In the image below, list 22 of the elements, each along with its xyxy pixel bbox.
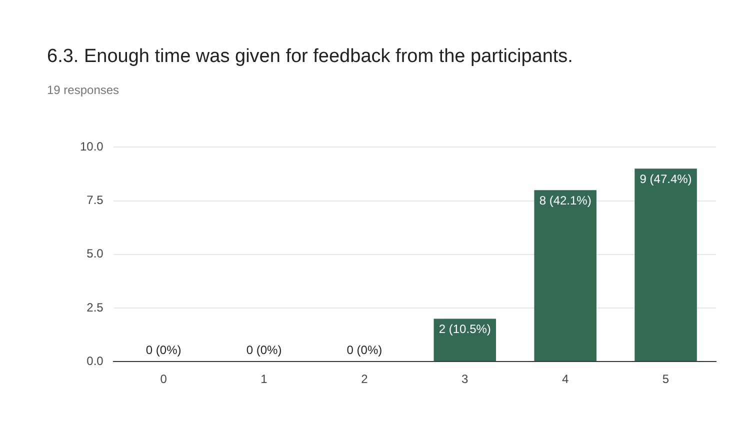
x-tick-label: 4: [562, 372, 569, 386]
data-label: 9 (47.4%): [640, 172, 692, 186]
bar: [534, 190, 596, 362]
chart-subtitle: 19 responses: [47, 83, 120, 97]
bar: [634, 168, 697, 362]
data-label: 2 (10.5%): [438, 322, 491, 336]
y-tick-label: 5.0: [86, 246, 104, 261]
y-tick-label: 7.5: [86, 193, 104, 208]
chart-title: 6.3. Enough time was given for feedback from the participants.: [47, 46, 573, 68]
data-label: 0 (0%): [346, 342, 382, 357]
data-label: 8 (42.1%): [539, 193, 592, 208]
y-tick-label: 0.0: [86, 354, 104, 368]
x-tick-label: 5: [662, 372, 670, 386]
x-tick-label: 1: [260, 372, 268, 386]
x-tick-label: 0: [160, 372, 168, 386]
x-tick-label: 2: [361, 372, 368, 386]
x-tick-label: 3: [462, 372, 469, 386]
data-label: 0 (0%): [146, 342, 182, 357]
bar: [434, 318, 496, 362]
y-tick-label: 10.0: [80, 140, 104, 154]
y-tick-label: 2.5: [86, 300, 104, 314]
data-label: 0 (0%): [246, 342, 282, 357]
